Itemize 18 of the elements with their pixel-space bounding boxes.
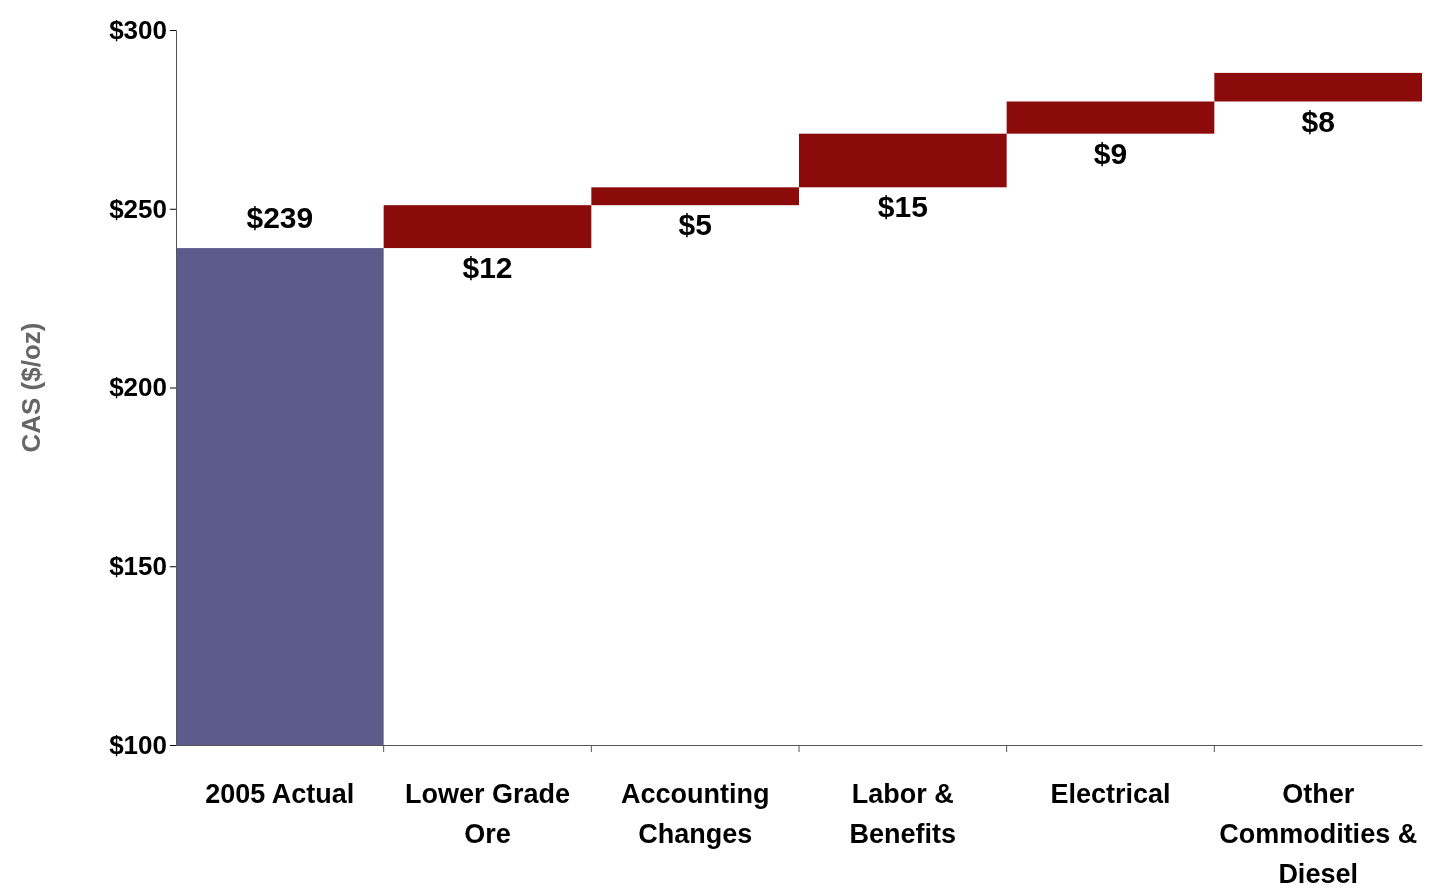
data-label: $5 [678,208,712,242]
x-tick-label: Lower Grade Ore [404,779,571,849]
x-tick-label: Accounting Changes [620,779,770,849]
data-label: $9 [1093,136,1128,170]
data-label: $12 [462,251,513,285]
y-tick-label: $200 [109,372,167,403]
x-tick-label: Other Commodities & Diesel [1219,779,1418,888]
data-label: $239 [246,201,314,235]
data-label: $15 [877,190,928,224]
y-tick-label: $300 [109,14,167,45]
y-tick-label: $100 [109,729,167,760]
x-tick-label: 2005 Actual [205,779,355,809]
x-tick-label: Labor & Benefits [849,779,957,849]
x-tick-label: Electrical [1050,779,1171,809]
y-tick-label: $250 [109,193,167,224]
y-tick-label: $150 [109,551,167,582]
data-label: $8 [1301,104,1335,138]
y-axis-title: CAS ($/oz) [16,322,46,453]
